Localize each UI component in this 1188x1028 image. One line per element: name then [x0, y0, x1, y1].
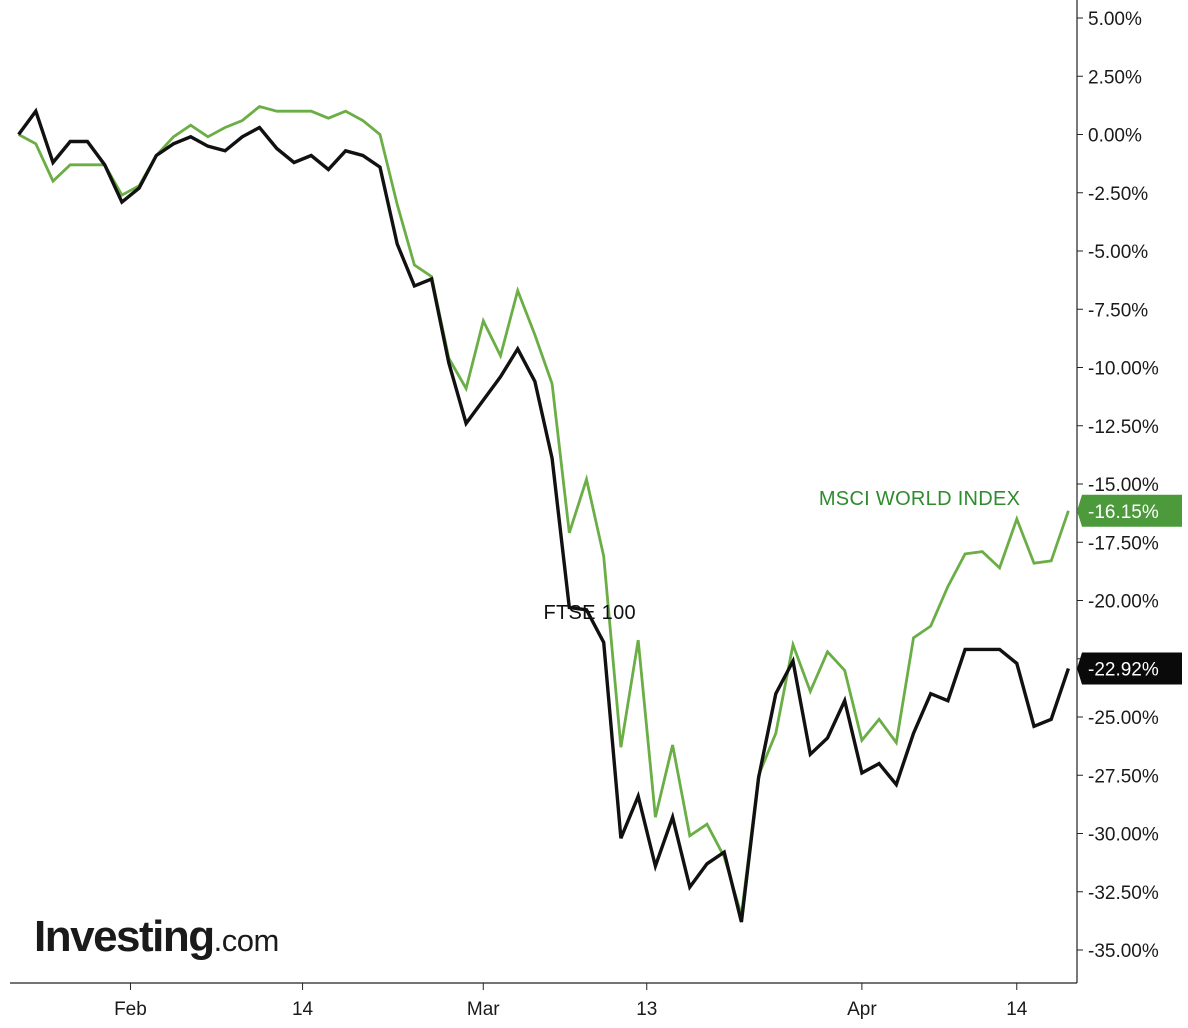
- logo-wordmark: Investing: [34, 912, 215, 961]
- logo-domain: .com: [213, 923, 280, 958]
- x-tick-label: Mar: [467, 999, 500, 1020]
- msci-world-last-value-label: -16.15%: [1088, 502, 1159, 523]
- y-tick-label: -17.50%: [1088, 533, 1159, 554]
- y-tick-label: 0.00%: [1088, 126, 1142, 147]
- y-tick-label: -35.00%: [1088, 941, 1159, 962]
- x-tick-label: Apr: [847, 999, 877, 1020]
- x-tick-label: Feb: [114, 999, 147, 1020]
- x-tick-label: 14: [1006, 999, 1028, 1020]
- axis-frame: [10, 0, 1078, 984]
- x-tick-label: 14: [292, 999, 314, 1020]
- msci-world-series-line: [17, 104, 1070, 916]
- ftse-100-series-label: FTSE 100: [544, 602, 636, 624]
- investing-logo: Investing .com: [34, 912, 279, 962]
- y-axis-ticks: 5.00% 2.50% 0.00% -2.50% -5.00% -7.50% -10.00%…: [1077, 9, 1159, 962]
- ftse-100-last-value-badge: [1077, 652, 1182, 685]
- y-tick-label: -25.00%: [1088, 708, 1159, 729]
- y-tick-label: 5.00%: [1088, 9, 1142, 30]
- y-tick-label: -20.00%: [1088, 592, 1159, 613]
- y-tick-label: -2.50%: [1088, 184, 1148, 205]
- last-value-badges: -16.15% -22.92%: [1077, 494, 1182, 685]
- msci-world-last-value-badge: [1077, 494, 1182, 527]
- msci-world-series-label: MSCI WORLD INDEX: [819, 488, 1020, 510]
- y-tick-label: -5.00%: [1088, 242, 1148, 263]
- series-labels: MSCI WORLD INDEX FTSE 100: [544, 488, 1021, 624]
- x-tick-label: 13: [636, 999, 657, 1020]
- y-tick-label: -7.50%: [1088, 300, 1148, 321]
- series-lines: [17, 104, 1071, 923]
- y-tick-label: -15.00%: [1088, 475, 1159, 496]
- x-axis-ticks: Feb 14 Mar 13 Apr 14: [114, 983, 1028, 1020]
- y-tick-label: 2.50%: [1088, 67, 1142, 88]
- ftse-100-last-value-label: -22.92%: [1088, 660, 1159, 681]
- ftse-100-series-line: [17, 107, 1071, 923]
- y-tick-label: -32.50%: [1088, 883, 1159, 904]
- y-tick-label: -27.50%: [1088, 766, 1159, 787]
- y-tick-label: -12.50%: [1088, 417, 1159, 438]
- y-tick-label: -10.00%: [1088, 359, 1159, 380]
- y-tick-label: -30.00%: [1088, 825, 1159, 846]
